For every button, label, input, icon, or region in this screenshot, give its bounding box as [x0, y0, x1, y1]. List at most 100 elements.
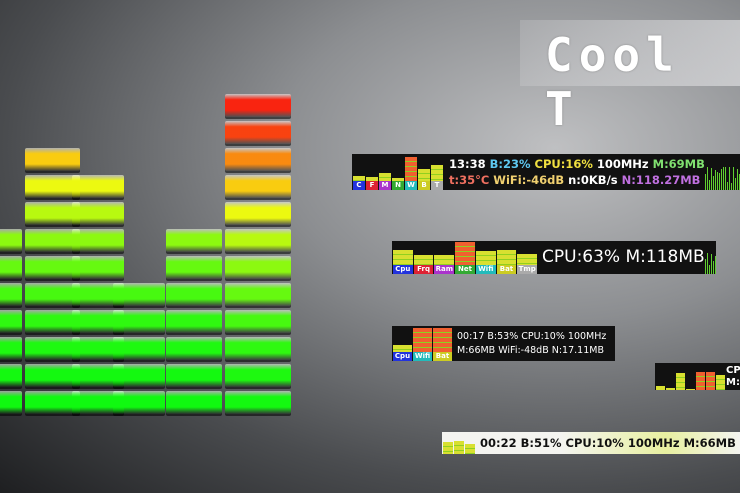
stat-value: M:69MB: [652, 157, 705, 171]
stats-line: 00:22 B:51% CPU:10% 100MHz M:66MB WiFi:: [480, 436, 740, 450]
meter-bar: M: [379, 154, 391, 190]
equalizer-brick: [225, 175, 291, 198]
equalizer-brick: [113, 391, 165, 414]
equalizer-brick: [25, 256, 80, 279]
meter-bar: T: [431, 154, 443, 190]
widget-light[interactable]: 00:22 B:51% CPU:10% 100MHz M:66MB WiFi:: [442, 432, 740, 454]
meter-bar: [696, 363, 705, 390]
meter-bar: Net: [455, 241, 475, 274]
equalizer-brick: [225, 364, 291, 387]
widget-compact[interactable]: Cpu Frq Ram Net Wifi Bat Tmp CPU:63% M:118MB: [392, 241, 716, 274]
stat-value: WiFi:-46dB: [493, 173, 569, 187]
stats-line-2: t:35°C WiFi:-46dB n:0KB/s N:118.27MB: [449, 172, 705, 188]
equalizer-brick: [0, 229, 22, 252]
meter-bar: [443, 432, 453, 454]
app-title: Cool T: [545, 28, 680, 136]
graph-bar: [736, 168, 738, 190]
stats-line-2: M:66MB WiFi:-48dB N:17.11MB: [457, 344, 604, 356]
equalizer-brick: [225, 337, 291, 360]
meter-label: C: [353, 181, 365, 190]
meter-label: W: [405, 181, 417, 190]
graph-bar: [704, 259, 706, 274]
graph-bar: [706, 252, 708, 274]
meter-label: B: [418, 181, 430, 190]
stat-value: t:35°C: [449, 173, 494, 187]
equalizer-brick: [225, 256, 291, 279]
meter-bar: Wifi: [413, 326, 432, 361]
equalizer-brick: [113, 310, 165, 333]
meter-bar: Cpu: [393, 326, 412, 361]
graph-bar: [722, 166, 724, 190]
graph-bar: [704, 173, 706, 190]
meter-bar: W: [405, 154, 417, 190]
meter-bar: N: [392, 154, 404, 190]
graph-bar: [730, 182, 732, 190]
equalizer-brick: [0, 337, 22, 360]
history-graph: [704, 154, 740, 190]
graph-bar: [716, 172, 718, 190]
meter-bar: Bat: [433, 326, 452, 361]
meter-label: N: [392, 181, 404, 190]
stat-value: N:118.27MB: [621, 173, 701, 187]
meter-label: Wifi: [413, 352, 432, 361]
stats-line-1: 13:38 B:23% CPU:16% 100MHz M:69MB: [449, 156, 705, 172]
cpu-mem-text: CPU:63% M:118MB: [542, 247, 705, 267]
stats-line-1: 00:17 B:53% CPU:10% 100MHz: [457, 330, 607, 342]
graph-bar: [720, 169, 722, 190]
equalizer-brick: [225, 148, 291, 171]
equalizer-brick: [166, 310, 222, 333]
equalizer-brick: [113, 337, 165, 360]
meter-label: Cpu: [393, 265, 413, 274]
graph-bar: [712, 260, 714, 274]
cpu-text: CP: [726, 365, 740, 376]
equalizer-brick: [25, 364, 80, 387]
history-graph: [704, 241, 716, 274]
equalizer-brick: [72, 364, 124, 387]
stat-value: CPU:16%: [534, 157, 597, 171]
equalizer-brick: [0, 391, 22, 414]
mem-text: M:: [726, 377, 740, 388]
stat-value: 13:38: [449, 157, 490, 171]
widget-bars[interactable]: CP M:: [655, 363, 740, 390]
graph-bar: [714, 255, 716, 274]
graph-bar: [724, 167, 726, 190]
meter-label: F: [366, 181, 378, 190]
equalizer-brick: [166, 256, 222, 279]
stat-value: n:0KB/s: [568, 173, 622, 187]
graph-bar: [732, 167, 734, 190]
graph-bar: [714, 170, 716, 190]
meter-label: Bat: [433, 352, 452, 361]
equalizer-brick: [72, 229, 124, 252]
equalizer-graphic: [0, 0, 300, 430]
meter-bar: [706, 363, 715, 390]
meter-label: Frq: [413, 265, 434, 274]
equalizer-brick: [225, 202, 291, 225]
meter-bar: B: [418, 154, 430, 190]
equalizer-brick: [72, 175, 124, 198]
equalizer-brick: [166, 283, 222, 306]
equalizer-brick: [225, 391, 291, 414]
meter-bar: [454, 432, 464, 454]
equalizer-brick: [72, 202, 124, 225]
equalizer-brick: [25, 310, 80, 333]
equalizer-brick: [166, 337, 222, 360]
equalizer-brick: [25, 148, 80, 171]
meter-label: T: [431, 181, 443, 190]
meter-bar: Cpu: [393, 241, 413, 274]
equalizer-brick: [72, 283, 124, 306]
equalizer-brick: [25, 391, 80, 414]
meter-bar: [716, 363, 725, 390]
graph-bar: [734, 178, 736, 190]
widget-small[interactable]: Cpu Wifi Bat 00:17 B:53% CPU:10% 100MHz M:…: [392, 326, 615, 361]
equalizer-brick: [25, 175, 80, 198]
meter-bar: Frq: [413, 241, 434, 274]
meter-bar: [656, 363, 665, 390]
equalizer-brick: [72, 310, 124, 333]
title-band: [520, 20, 740, 86]
equalizer-brick: [166, 391, 222, 414]
meter-bar: [686, 363, 695, 390]
equalizer-brick: [0, 364, 22, 387]
equalizer-brick: [25, 229, 80, 252]
meter-bar: Wifi: [475, 241, 496, 274]
